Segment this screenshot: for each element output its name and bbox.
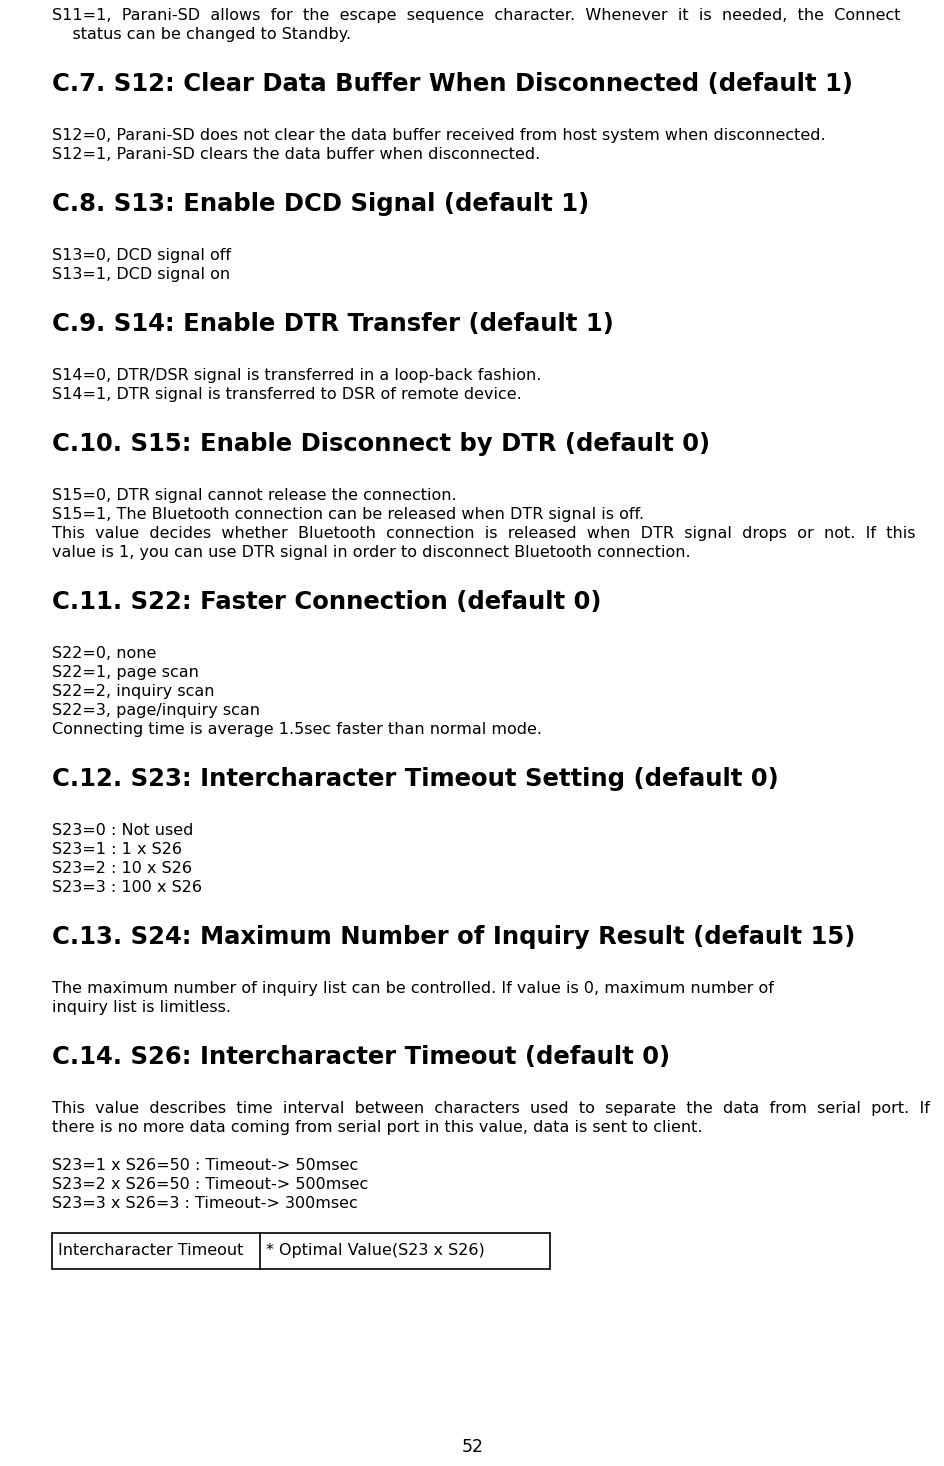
- Text: This  value  decides  whether  Bluetooth  connection  is  released  when  DTR  s: This value decides whether Bluetooth con…: [52, 526, 915, 541]
- Text: S23=1 : 1 x S26: S23=1 : 1 x S26: [52, 841, 182, 858]
- Text: S15=1, The Bluetooth connection can be released when DTR signal is off.: S15=1, The Bluetooth connection can be r…: [52, 507, 644, 522]
- Text: C.14. S26: Intercharacter Timeout (default 0): C.14. S26: Intercharacter Timeout (defau…: [52, 1045, 669, 1069]
- Text: value is 1, you can use DTR signal in order to disconnect Bluetooth connection.: value is 1, you can use DTR signal in or…: [52, 545, 690, 560]
- Text: there is no more data coming from serial port in this value, data is sent to cli: there is no more data coming from serial…: [52, 1120, 701, 1135]
- Text: This  value  describes  time  interval  between  characters  used  to  separate : This value describes time interval betwe…: [52, 1101, 929, 1116]
- Text: C.10. S15: Enable Disconnect by DTR (default 0): C.10. S15: Enable Disconnect by DTR (def…: [52, 432, 709, 456]
- Text: S22=1, page scan: S22=1, page scan: [52, 666, 198, 680]
- Text: 52: 52: [461, 1438, 483, 1456]
- Text: S13=0, DCD signal off: S13=0, DCD signal off: [52, 248, 230, 262]
- Text: S11=1,  Parani-SD  allows  for  the  escape  sequence  character.  Whenever  it : S11=1, Parani-SD allows for the escape s…: [52, 7, 900, 23]
- Text: S12=1, Parani-SD clears the data buffer when disconnected.: S12=1, Parani-SD clears the data buffer …: [52, 147, 540, 163]
- Text: The maximum number of inquiry list can be controlled. If value is 0, maximum num: The maximum number of inquiry list can b…: [52, 981, 773, 995]
- Text: S14=0, DTR/DSR signal is transferred in a loop-back fashion.: S14=0, DTR/DSR signal is transferred in …: [52, 368, 541, 383]
- Text: S12=0, Parani-SD does not clear the data buffer received from host system when d: S12=0, Parani-SD does not clear the data…: [52, 128, 825, 144]
- Text: Intercharacter Timeout: Intercharacter Timeout: [58, 1243, 244, 1258]
- Text: S23=3 : 100 x S26: S23=3 : 100 x S26: [52, 880, 202, 896]
- Text: S23=0 : Not used: S23=0 : Not used: [52, 822, 194, 839]
- Text: S14=1, DTR signal is transferred to DSR of remote device.: S14=1, DTR signal is transferred to DSR …: [52, 387, 521, 402]
- Text: S22=0, none: S22=0, none: [52, 647, 156, 661]
- Text: C.11. S22: Faster Connection (default 0): C.11. S22: Faster Connection (default 0): [52, 589, 601, 614]
- Text: Connecting time is average 1.5sec faster than normal mode.: Connecting time is average 1.5sec faster…: [52, 721, 542, 737]
- Text: S15=0, DTR signal cannot release the connection.: S15=0, DTR signal cannot release the con…: [52, 488, 456, 503]
- Text: S22=2, inquiry scan: S22=2, inquiry scan: [52, 685, 214, 699]
- Bar: [52, 1233, 549, 1270]
- Text: inquiry list is limitless.: inquiry list is limitless.: [52, 1000, 230, 1014]
- Text: S23=1 x S26=50 : Timeout-> 50msec: S23=1 x S26=50 : Timeout-> 50msec: [52, 1158, 358, 1173]
- Text: C.8. S13: Enable DCD Signal (default 1): C.8. S13: Enable DCD Signal (default 1): [52, 192, 589, 216]
- Text: C.12. S23: Intercharacter Timeout Setting (default 0): C.12. S23: Intercharacter Timeout Settin…: [52, 767, 778, 792]
- Text: * Optimal Value(S23 x S26): * Optimal Value(S23 x S26): [265, 1243, 484, 1258]
- Text: S13=1, DCD signal on: S13=1, DCD signal on: [52, 267, 230, 281]
- Text: S23=2 x S26=50 : Timeout-> 500msec: S23=2 x S26=50 : Timeout-> 500msec: [52, 1177, 368, 1192]
- Text: S23=3 x S26=3 : Timeout-> 300msec: S23=3 x S26=3 : Timeout-> 300msec: [52, 1196, 358, 1211]
- Text: C.9. S14: Enable DTR Transfer (default 1): C.9. S14: Enable DTR Transfer (default 1…: [52, 312, 614, 336]
- Text: S23=2 : 10 x S26: S23=2 : 10 x S26: [52, 861, 192, 877]
- Text: status can be changed to Standby.: status can be changed to Standby.: [52, 26, 351, 43]
- Text: S22=3, page/inquiry scan: S22=3, page/inquiry scan: [52, 704, 260, 718]
- Text: C.13. S24: Maximum Number of Inquiry Result (default 15): C.13. S24: Maximum Number of Inquiry Res…: [52, 925, 854, 949]
- Text: C.7. S12: Clear Data Buffer When Disconnected (default 1): C.7. S12: Clear Data Buffer When Disconn…: [52, 72, 852, 95]
